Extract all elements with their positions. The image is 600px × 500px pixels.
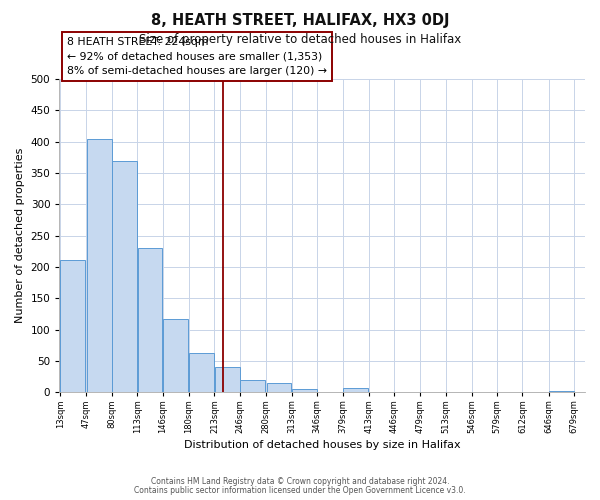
Bar <box>215 367 239 392</box>
Text: 8, HEATH STREET, HALIFAX, HX3 0DJ: 8, HEATH STREET, HALIFAX, HX3 0DJ <box>151 12 449 28</box>
Bar <box>343 388 368 392</box>
Text: Contains HM Land Registry data © Crown copyright and database right 2024.: Contains HM Land Registry data © Crown c… <box>151 477 449 486</box>
Bar <box>266 384 292 392</box>
Bar <box>549 391 574 392</box>
Text: 8 HEATH STREET: 224sqm
← 92% of detached houses are smaller (1,353)
8% of semi-d: 8 HEATH STREET: 224sqm ← 92% of detached… <box>67 37 327 76</box>
Bar <box>163 319 188 392</box>
Bar <box>190 354 214 392</box>
Bar <box>61 260 85 392</box>
Bar <box>86 138 112 392</box>
Bar <box>292 389 317 392</box>
X-axis label: Distribution of detached houses by size in Halifax: Distribution of detached houses by size … <box>184 440 460 450</box>
Bar <box>112 161 137 392</box>
Y-axis label: Number of detached properties: Number of detached properties <box>15 148 25 324</box>
Bar <box>137 248 163 392</box>
Bar <box>240 380 265 392</box>
Text: Contains public sector information licensed under the Open Government Licence v3: Contains public sector information licen… <box>134 486 466 495</box>
Text: Size of property relative to detached houses in Halifax: Size of property relative to detached ho… <box>139 32 461 46</box>
